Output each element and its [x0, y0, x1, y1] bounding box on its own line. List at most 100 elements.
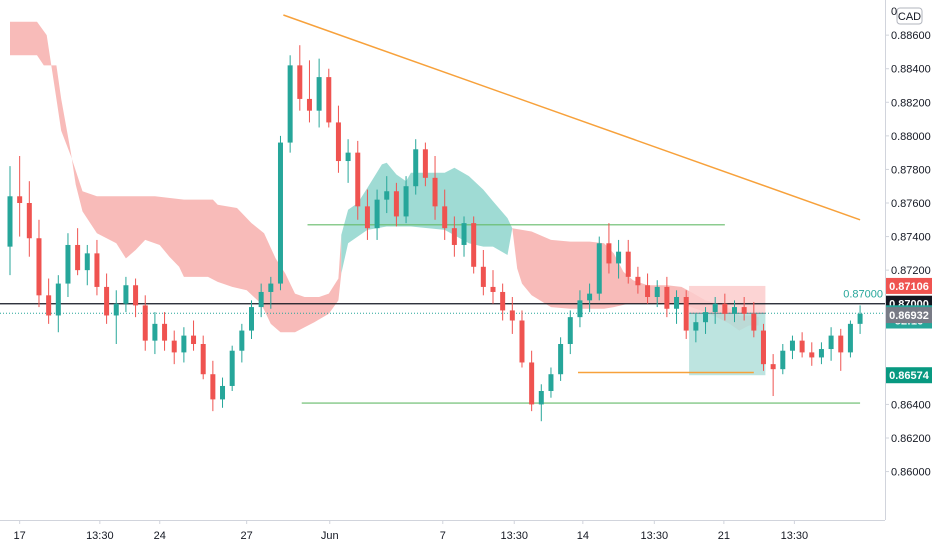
- candle-body: [181, 335, 187, 353]
- candle-body: [635, 276, 641, 286]
- candle: [393, 182, 399, 227]
- candle-body: [335, 122, 341, 162]
- candle: [500, 283, 506, 321]
- candle-body: [857, 313, 863, 324]
- candle: [490, 270, 496, 304]
- cloud-bullish: [341, 162, 513, 274]
- candle-body: [461, 223, 467, 245]
- candle-body: [162, 323, 168, 341]
- y-tick-label: 0.87600: [891, 198, 931, 210]
- candle: [693, 313, 699, 343]
- candle-body: [384, 191, 390, 200]
- y-tick-label: 0.86000: [891, 467, 931, 479]
- candle: [316, 58, 322, 128]
- candle: [65, 233, 71, 297]
- candle-body: [104, 286, 110, 316]
- x-tick-label: 14: [577, 530, 589, 542]
- candle-body: [490, 286, 496, 292]
- price-label: 0.86574: [886, 367, 932, 384]
- candle: [142, 295, 148, 351]
- candle: [171, 330, 177, 365]
- candle: [181, 327, 187, 363]
- candle-body: [451, 228, 457, 245]
- candle: [751, 302, 757, 338]
- candle-body: [287, 65, 293, 143]
- level-label: 0.87000: [843, 289, 883, 301]
- candle: [616, 239, 622, 279]
- candle-body: [345, 152, 351, 162]
- candle-body: [751, 313, 757, 331]
- candle: [780, 344, 786, 375]
- candle: [258, 283, 264, 318]
- candle: [403, 176, 409, 224]
- y-tick-label: 0.87200: [891, 265, 931, 277]
- candle-body: [809, 352, 815, 358]
- candle: [384, 176, 390, 214]
- candle: [654, 280, 660, 308]
- price-label-text: 0.86932: [889, 310, 929, 322]
- candle: [509, 297, 515, 334]
- price-label-bg: [886, 367, 932, 384]
- x-tick-label: 24: [154, 530, 166, 542]
- candle-body: [277, 142, 283, 284]
- candle: [200, 335, 206, 380]
- candle-body: [258, 291, 264, 308]
- candle: [635, 266, 641, 294]
- currency-badge-text: CAD: [898, 11, 921, 23]
- candle: [364, 189, 370, 240]
- y-tick-label: 0.86400: [891, 399, 931, 411]
- candle-body: [229, 350, 235, 386]
- candle-body: [94, 253, 100, 287]
- candle-body: [142, 305, 148, 341]
- price-label-text: 0.87106: [889, 281, 929, 293]
- candle: [548, 367, 554, 398]
- candle-body: [799, 340, 805, 353]
- candle-body: [587, 293, 593, 301]
- candle: [229, 345, 235, 391]
- candle: [7, 166, 13, 276]
- candle: [335, 105, 341, 173]
- candle: [306, 60, 312, 123]
- candle-body: [693, 322, 699, 331]
- candle: [297, 45, 303, 111]
- x-tick-label: 13:30: [86, 530, 114, 542]
- candle-body: [422, 149, 428, 178]
- candle-body: [200, 344, 206, 375]
- currency-badge[interactable]: CAD: [896, 7, 923, 25]
- candle: [210, 360, 216, 412]
- candle: [249, 300, 254, 339]
- candle: [703, 307, 709, 334]
- candle: [451, 216, 457, 257]
- candle-body: [471, 223, 477, 267]
- candle: [596, 236, 602, 301]
- candle-body: [780, 350, 786, 370]
- candle-body: [712, 303, 718, 313]
- candle: [287, 55, 293, 153]
- candle: [432, 156, 438, 220]
- candle-body: [393, 191, 399, 217]
- candle-body: [133, 285, 139, 306]
- candle: [712, 297, 718, 324]
- candle: [828, 327, 834, 361]
- candle: [558, 337, 564, 381]
- candle: [587, 283, 593, 313]
- candle: [760, 323, 766, 371]
- candle: [277, 135, 283, 291]
- candle-body: [838, 335, 844, 353]
- x-tick-label: 27: [241, 530, 253, 542]
- candle: [732, 300, 737, 323]
- price-label: 0.86932: [886, 307, 932, 324]
- candle: [809, 342, 815, 366]
- candle-body: [316, 77, 322, 111]
- candle: [162, 312, 168, 351]
- candle-body: [674, 297, 680, 309]
- candle: [26, 181, 32, 257]
- candle-body: [220, 385, 226, 400]
- candle-body: [480, 266, 486, 287]
- candle: [326, 68, 332, 128]
- candle: [818, 342, 824, 365]
- price-axis-bg: [885, 0, 932, 550]
